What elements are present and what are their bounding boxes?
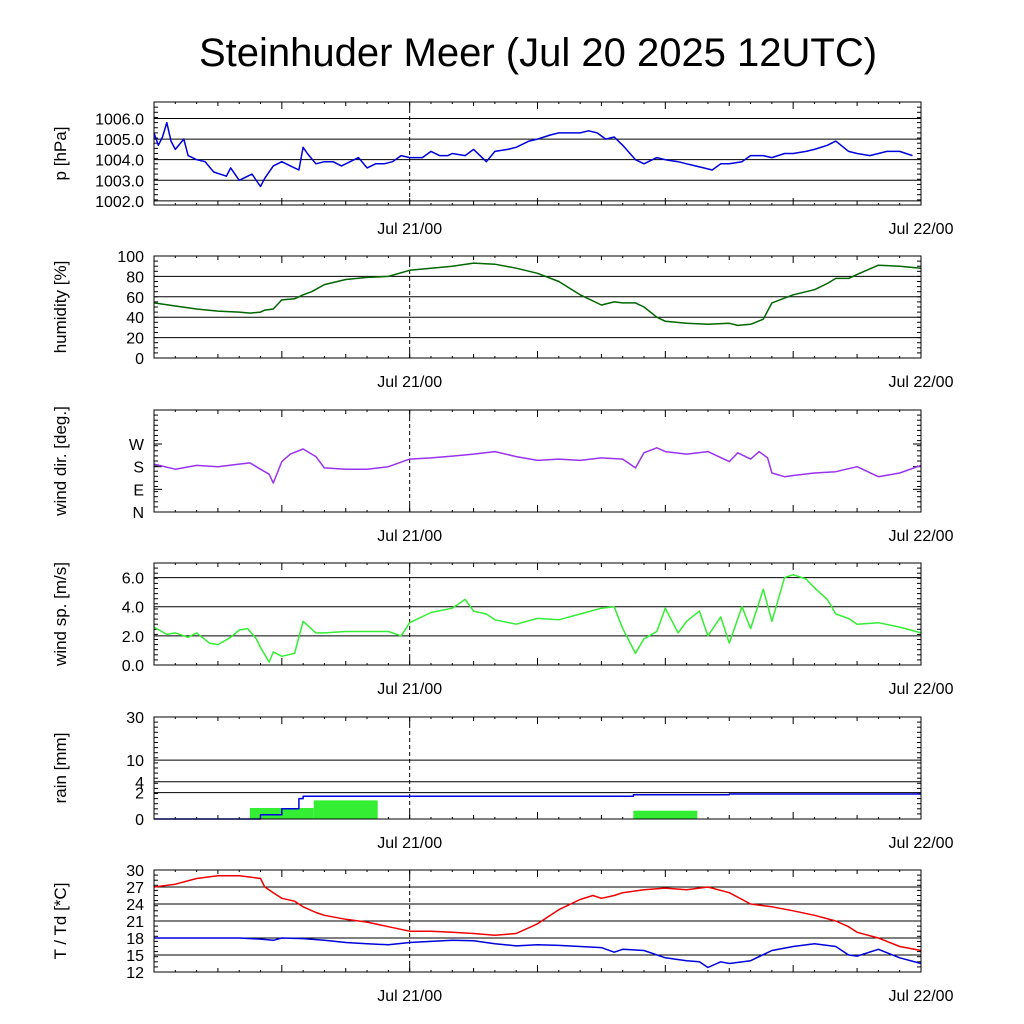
y-axis-label: wind sp. [m/s]	[51, 562, 70, 667]
y-tick-label: 0	[135, 351, 144, 368]
y-axis-label: rain [mm]	[51, 733, 70, 804]
x-tick-label: Jul 21/00	[377, 374, 442, 391]
y-tick-label: 0	[135, 812, 144, 829]
y-tick-label: N	[132, 505, 144, 522]
y-tick-label: 30	[126, 710, 144, 727]
x-tick-label: Jul 22/00	[889, 221, 954, 238]
y-tick-label: E	[133, 482, 144, 499]
plot-frame	[153, 255, 922, 359]
y-tick-label: 4.0	[122, 600, 144, 617]
y-tick-label: 60	[126, 290, 144, 307]
y-tick-label: 0.0	[122, 658, 144, 675]
y-tick-label: 1003.0	[95, 173, 144, 190]
series-line-temperature	[154, 937, 922, 969]
y-tick-label: 10	[126, 753, 144, 770]
series-line-pressure	[153, 121, 913, 188]
y-tick-label: 24	[126, 897, 144, 914]
panel-rain: 0 24 10 30 rain [mm] Jul 21/00 Jul 22/00	[51, 710, 954, 852]
x-tick-label: Jul 22/00	[889, 988, 954, 1005]
plot-frame	[153, 101, 922, 206]
y-tick-label: 1005.0	[95, 132, 144, 149]
y-tick-label: 2.0	[122, 629, 144, 646]
rain-bar	[313, 800, 378, 819]
x-tick-label: Jul 21/00	[377, 528, 442, 545]
y-axis-label: T / Td [*C]	[51, 883, 70, 960]
x-tick-label: Jul 21/00	[377, 835, 442, 852]
y-tick-label: 18	[126, 931, 144, 948]
plot-frame	[153, 716, 922, 820]
y-tick-label: 1002.0	[95, 194, 144, 211]
plot-frame	[153, 869, 922, 973]
y-tick-label: 1004.0	[95, 153, 144, 170]
y-axis-label: p [hPa]	[51, 127, 70, 181]
series-line-humidity	[153, 262, 922, 327]
y-axis-label: humidity [%]	[51, 261, 70, 354]
y-tick-label: 21	[126, 914, 144, 931]
y-tick-label: 6.0	[122, 571, 144, 588]
series-line-wind_speed	[153, 573, 922, 663]
x-tick-label: Jul 21/00	[377, 988, 442, 1005]
y-tick-label: S	[133, 460, 144, 477]
y-tick-label: 100	[117, 249, 144, 266]
chart-title: Steinhuder Meer (Jul 20 2025 12UTC)	[199, 31, 877, 75]
y-tick-label: 15	[126, 948, 144, 965]
y-tick-label: 40	[126, 310, 144, 327]
plot-frame	[153, 562, 922, 666]
rain-bar	[633, 810, 698, 819]
plot-frame	[153, 409, 922, 513]
y-axis-label: wind dir. [deg.]	[51, 406, 70, 517]
panel-wind_speed: 0.0 2.0 4.0 6.0 wind sp. [m/s] Jul 21/00 Jul 2…	[51, 562, 954, 698]
y-tick-label: 20	[126, 331, 144, 348]
y-tick-label: 80	[126, 269, 144, 286]
y-tick-label: W	[129, 437, 145, 454]
y-tick-label: 4	[135, 775, 144, 792]
series-line-wind_dir	[153, 447, 922, 484]
panel-humidity: 0 20 40 60 80 100 humidity [%] Jul 21/00 Jul 22/…	[51, 249, 954, 391]
y-tick-label: 12	[126, 965, 144, 982]
y-tick-label: 27	[126, 880, 144, 897]
x-tick-label: Jul 21/00	[377, 221, 442, 238]
x-tick-label: Jul 22/00	[889, 528, 954, 545]
x-tick-label: Jul 22/00	[889, 835, 954, 852]
series-line-rain	[154, 793, 921, 820]
x-tick-label: Jul 21/00	[377, 681, 442, 698]
x-tick-label: Jul 22/00	[889, 374, 954, 391]
panel-pressure: 1002.0 1003.0 1004.0 1005.0 1006.0 p [hPa] Jul…	[51, 101, 954, 238]
y-tick-label: 2	[135, 786, 144, 803]
x-tick-label: Jul 22/00	[889, 681, 954, 698]
y-tick-label: 30	[126, 863, 144, 880]
series-line-temperature	[153, 874, 922, 952]
y-tick-label: 1006.0	[95, 111, 144, 128]
